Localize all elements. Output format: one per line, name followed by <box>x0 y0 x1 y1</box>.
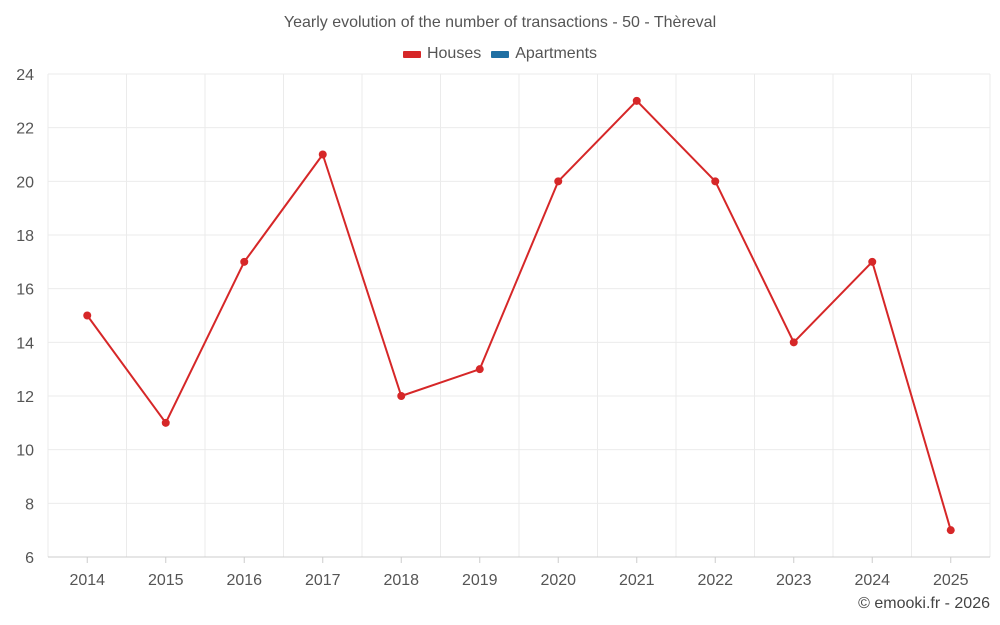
y-tick-label: 24 <box>16 67 34 84</box>
data-point-houses-2024 <box>868 257 877 266</box>
legend-label-apartments: Apartments <box>515 45 598 62</box>
data-point-houses-2016 <box>240 257 249 266</box>
x-tick-label: 2016 <box>226 572 262 589</box>
data-point-houses-2020 <box>554 177 563 186</box>
data-point-houses-2025 <box>946 526 955 535</box>
x-tick-label: 2021 <box>619 572 655 589</box>
data-point-houses-2017 <box>318 150 327 159</box>
x-tick-label: 2025 <box>933 572 969 589</box>
legend-swatch-apartments <box>491 50 510 58</box>
legend-item-houses[interactable]: Houses <box>402 45 482 63</box>
copyright-credit: © emooki.fr - 2026 <box>858 595 990 612</box>
y-tick-label: 16 <box>16 282 34 299</box>
data-point-houses-2023 <box>789 338 798 347</box>
x-tick-label: 2015 <box>148 572 184 589</box>
y-tick-label: 6 <box>25 550 34 567</box>
data-point-houses-2018 <box>397 392 406 400</box>
legend-label-houses: Houses <box>426 45 482 62</box>
x-tick-label: 2018 <box>383 572 419 589</box>
x-tick-label: 2019 <box>462 572 498 589</box>
x-tick-label: 2022 <box>697 572 733 589</box>
y-tick-label: 14 <box>16 335 34 352</box>
x-tick-label: 2020 <box>540 572 576 589</box>
data-point-houses-2022 <box>711 177 720 186</box>
x-tick-label: 2014 <box>69 572 105 589</box>
y-tick-label: 20 <box>16 174 34 191</box>
y-tick-label: 22 <box>16 121 34 138</box>
data-point-houses-2015 <box>161 418 170 427</box>
legend-item-apartments[interactable]: Apartments <box>491 45 597 63</box>
data-point-houses-2019 <box>475 365 484 374</box>
y-tick-label: 12 <box>16 389 34 406</box>
x-tick-label: 2017 <box>305 572 341 589</box>
y-tick-label: 18 <box>16 228 34 245</box>
chart-legend: Houses Apartments <box>0 45 1000 63</box>
x-tick-label: 2023 <box>776 572 812 589</box>
y-tick-label: 10 <box>16 443 34 460</box>
y-tick-label: 8 <box>25 496 34 513</box>
data-point-houses-2014 <box>83 311 92 320</box>
x-tick-label: 2024 <box>854 572 890 589</box>
data-point-houses-2021 <box>632 96 641 105</box>
legend-swatch-houses <box>402 50 421 58</box>
chart-title: Yearly evolution of the number of transa… <box>283 14 717 31</box>
series-line-houses <box>86 99 952 531</box>
